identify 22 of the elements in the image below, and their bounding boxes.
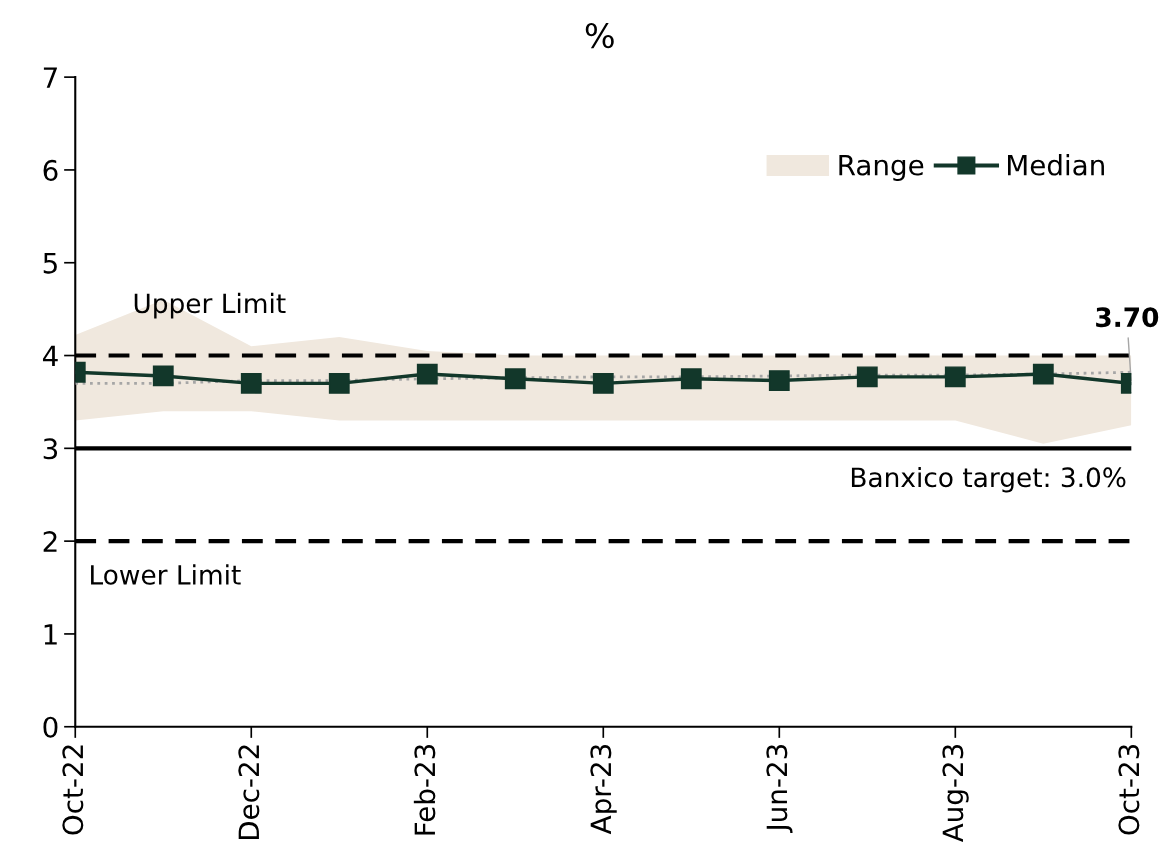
annotation: 3.70 (1096, 307, 1159, 328)
y-tick-label: 1 (44, 624, 57, 645)
y-tick-label: 3 (43, 438, 58, 460)
x-tick-label: Feb-23 (413, 744, 436, 835)
ref-line-label: Upper Limit (134, 292, 286, 319)
x-tick-label: Oct-23 (1118, 744, 1140, 835)
y-tick-label: 6 (43, 159, 58, 181)
y-tick-label: 2 (43, 531, 57, 552)
x-tick-label: Oct-22 (62, 745, 84, 835)
x-tick-label: Apr-23 (590, 744, 617, 835)
y-tick-label: 5 (43, 253, 57, 274)
ref-line-label: Banxico target: 3.0% (851, 466, 1126, 493)
legend-label: Range (839, 154, 924, 181)
x-tick-label: Dec-22 (238, 745, 260, 840)
y-tick-label: 0 (43, 716, 58, 738)
y-tick-label: 7 (43, 67, 57, 88)
x-tick-label: Aug-23 (942, 744, 969, 843)
x-tick-label: Jun-23 (766, 744, 793, 833)
chart-title: % (585, 23, 614, 49)
y-tick-label: 4 (42, 345, 58, 367)
ref-line-label: Lower Limit (91, 564, 241, 585)
legend-label: Median (1008, 154, 1104, 176)
